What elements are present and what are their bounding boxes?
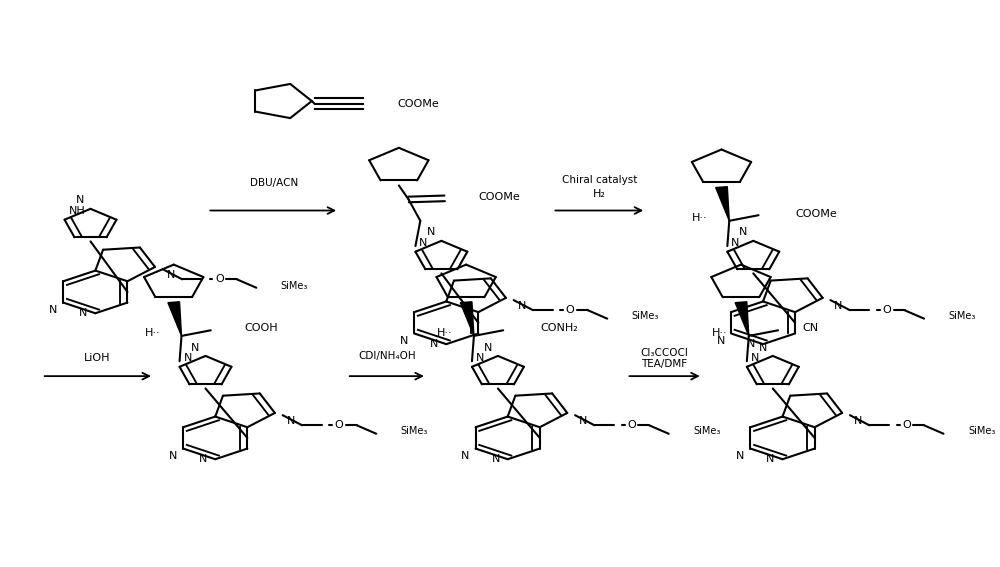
Text: N: N	[739, 227, 747, 238]
Polygon shape	[735, 302, 749, 336]
Text: N: N	[747, 339, 755, 349]
Text: N: N	[518, 301, 526, 311]
Text: H··: H··	[692, 213, 708, 223]
Text: CONH₂: CONH₂	[540, 323, 578, 333]
Text: O: O	[627, 420, 636, 430]
Text: O: O	[335, 420, 344, 430]
Text: SiMe₃: SiMe₃	[632, 311, 659, 321]
Text: N: N	[751, 353, 759, 363]
Text: CDI/NH₄OH: CDI/NH₄OH	[358, 351, 416, 361]
Text: N: N	[759, 342, 767, 353]
Text: LiOH: LiOH	[84, 353, 111, 363]
Text: O: O	[215, 274, 224, 284]
Text: SiMe₃: SiMe₃	[948, 311, 976, 321]
Text: DBU/ACN: DBU/ACN	[250, 178, 298, 188]
Text: N: N	[854, 416, 862, 426]
Text: O: O	[902, 420, 911, 430]
Text: N: N	[484, 342, 492, 353]
Text: N: N	[492, 454, 500, 464]
Text: O: O	[566, 305, 575, 315]
Text: COOH: COOH	[245, 323, 278, 333]
Text: N: N	[476, 353, 484, 363]
Text: N: N	[191, 342, 200, 353]
Text: TEA/DMF: TEA/DMF	[642, 359, 688, 369]
Text: N: N	[400, 336, 408, 346]
Text: N: N	[287, 416, 295, 426]
Text: SiMe₃: SiMe₃	[401, 426, 428, 437]
Text: N: N	[167, 270, 175, 280]
Text: N: N	[49, 305, 57, 315]
Polygon shape	[460, 302, 474, 336]
Text: H··: H··	[144, 328, 160, 338]
Text: N: N	[199, 454, 207, 464]
Text: SiMe₃: SiMe₃	[693, 426, 720, 437]
Text: SiMe₃: SiMe₃	[968, 426, 995, 437]
Text: COOMe: COOMe	[479, 192, 521, 202]
Text: CN: CN	[802, 323, 819, 333]
Polygon shape	[168, 302, 182, 336]
Text: N: N	[766, 454, 775, 464]
Text: H··: H··	[712, 328, 727, 338]
Text: N: N	[79, 308, 88, 318]
Text: N: N	[427, 227, 436, 238]
Polygon shape	[716, 187, 729, 221]
Text: N: N	[731, 238, 740, 248]
Text: N: N	[736, 451, 745, 461]
Text: H₂: H₂	[593, 189, 606, 199]
Text: N: N	[834, 301, 843, 311]
Text: COOMe: COOMe	[398, 99, 439, 109]
Text: COOMe: COOMe	[796, 209, 837, 219]
Text: N: N	[183, 353, 192, 363]
Text: N: N	[169, 451, 177, 461]
Text: Cl₃CCOCl: Cl₃CCOCl	[641, 348, 689, 358]
Text: Chiral catalyst: Chiral catalyst	[562, 175, 637, 185]
Text: N: N	[430, 339, 438, 349]
Text: O: O	[883, 305, 891, 315]
Text: SiMe₃: SiMe₃	[281, 281, 308, 290]
Text: N: N	[579, 416, 587, 426]
Text: H··: H··	[437, 328, 452, 338]
Text: NH: NH	[68, 206, 85, 217]
Text: N: N	[419, 238, 428, 248]
Text: N: N	[76, 196, 85, 205]
Text: N: N	[461, 451, 470, 461]
Text: N: N	[717, 336, 725, 346]
